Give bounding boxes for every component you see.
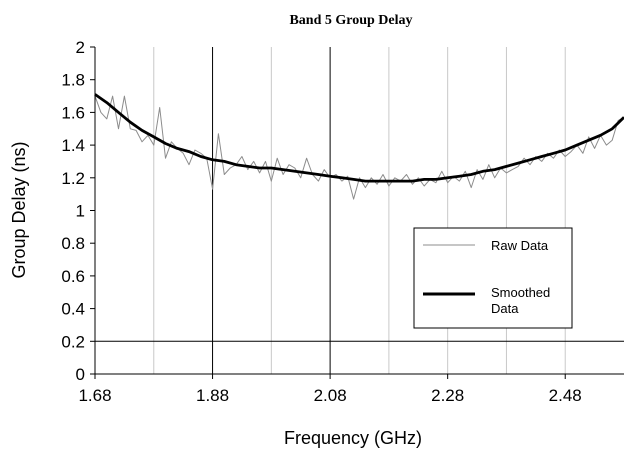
x-tick-label: 1.68 [78, 386, 111, 405]
legend-raw-label: Raw Data [491, 238, 549, 253]
y-tick-label: 0.6 [61, 267, 85, 286]
y-tick-labels: 0 0.2 0.4 0.6 0.8 1 1.2 1.4 1.6 1.8 2 [61, 38, 95, 384]
raw-data-line [94, 95, 624, 200]
y-tick-label: 1.8 [61, 71, 85, 90]
gridlines [95, 47, 624, 374]
legend-smoothed-line2: Data [491, 301, 519, 316]
y-axis-label: Group Delay (ns) [9, 141, 29, 278]
chart-title: Band 5 Group Delay [289, 13, 412, 28]
y-tick-label: 0.4 [61, 300, 85, 319]
x-tick-label: 2.08 [314, 386, 347, 405]
legend-smoothed-label: Smoothed Data [491, 285, 554, 316]
data-series [94, 93, 624, 200]
y-tick-label: 1.2 [61, 169, 85, 188]
x-tick-label: 1.88 [196, 386, 229, 405]
legend: Raw Data Smoothed Data [413, 227, 573, 329]
smoothed-data-line [94, 93, 624, 183]
y-tick-label: 1.6 [61, 103, 85, 122]
y-tick-label: 1 [76, 202, 85, 221]
x-axis-label: Frequency (GHz) [284, 428, 422, 448]
y-tick-label: 0.2 [61, 332, 85, 351]
legend-smoothed-line1: Smoothed [491, 285, 550, 300]
y-tick-label: 0.8 [61, 234, 85, 253]
y-tick-label: 0 [76, 365, 85, 384]
x-tick-labels: 1.68 1.88 2.08 2.28 2.48 [78, 374, 582, 405]
x-tick-label: 2.28 [431, 386, 464, 405]
y-tick-label: 1.4 [61, 136, 85, 155]
y-tick-label: 2 [76, 38, 85, 57]
x-tick-label: 2.48 [549, 386, 582, 405]
